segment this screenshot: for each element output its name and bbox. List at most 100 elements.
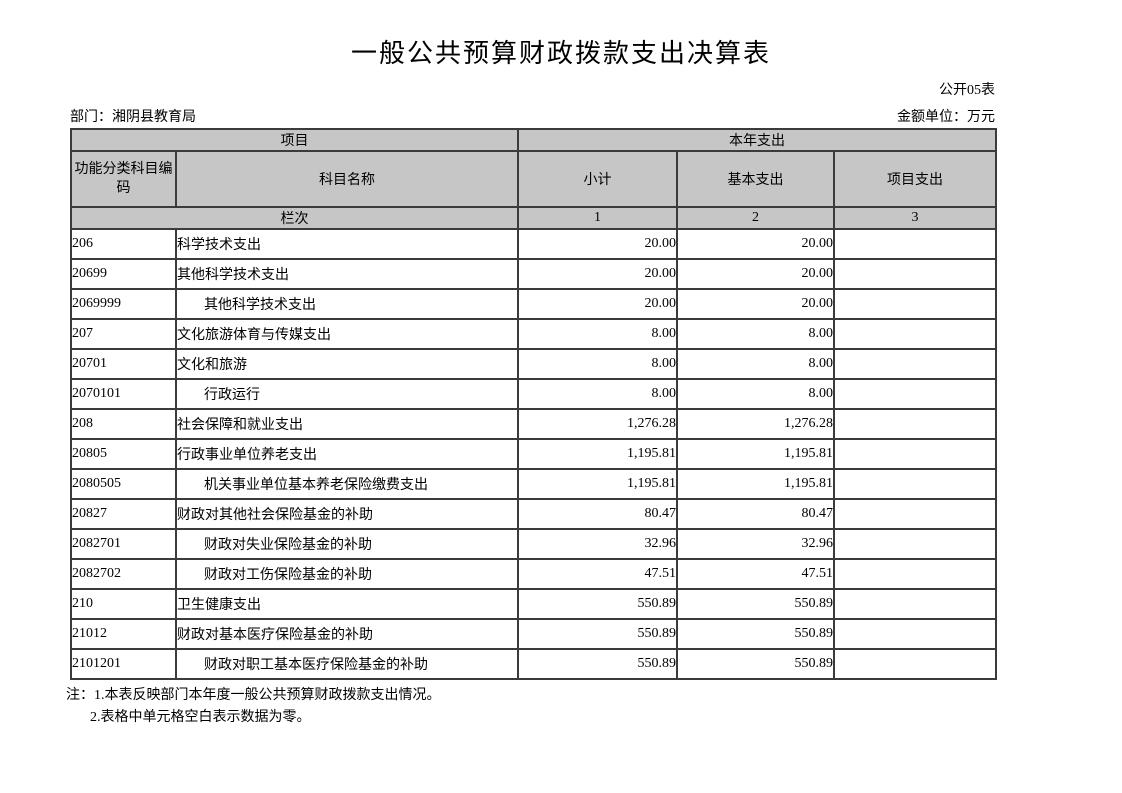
function-code-cell: 207 bbox=[70, 318, 177, 350]
table-row: 2082702 财政对工伤保险基金的补助 47.51 47.51 bbox=[70, 558, 998, 590]
project-expenditure-cell bbox=[832, 468, 998, 500]
function-code-cell: 21012 bbox=[70, 618, 177, 650]
project-expenditure-cell bbox=[832, 228, 998, 260]
subtotal-cell: 1,195.81 bbox=[517, 438, 678, 470]
subject-name-cell: 财政对职工基本医疗保险基金的补助 bbox=[175, 648, 519, 680]
header-function-code: 功能分类科目编码 bbox=[70, 150, 177, 208]
table-row: 207 文化旅游体育与传媒支出 8.00 8.00 bbox=[70, 318, 998, 350]
project-expenditure-cell bbox=[832, 348, 998, 380]
subject-name-cell: 行政事业单位养老支出 bbox=[175, 438, 519, 470]
basic-expenditure-cell: 550.89 bbox=[676, 588, 835, 620]
basic-expenditure-cell: 80.47 bbox=[676, 498, 835, 530]
project-expenditure-cell bbox=[832, 648, 998, 680]
header-basic-expenditure: 基本支出 bbox=[676, 150, 835, 208]
subtotal-cell: 550.89 bbox=[517, 618, 678, 650]
subject-name-cell: 文化和旅游 bbox=[175, 348, 519, 380]
subtotal-cell: 1,276.28 bbox=[517, 408, 678, 440]
table-row: 2069999 其他科学技术支出 20.00 20.00 bbox=[70, 288, 998, 320]
function-code-cell: 2101201 bbox=[70, 648, 177, 680]
subject-name-cell: 科学技术支出 bbox=[175, 228, 519, 260]
project-expenditure-cell bbox=[832, 288, 998, 320]
unit-label: 金额单位：万元 bbox=[897, 110, 995, 125]
project-expenditure-cell bbox=[832, 258, 998, 290]
basic-expenditure-cell: 1,195.81 bbox=[676, 438, 835, 470]
footnote-2: 2.表格中单元格空白表示数据为零。 bbox=[90, 710, 311, 725]
table-row: 2080505 机关事业单位基本养老保险缴费支出 1,195.81 1,195.81 bbox=[70, 468, 998, 500]
table-row: 2070101 行政运行 8.00 8.00 bbox=[70, 378, 998, 410]
subtotal-cell: 20.00 bbox=[517, 228, 678, 260]
table-row: 20827 财政对其他社会保险基金的补助 80.47 80.47 bbox=[70, 498, 998, 530]
subtotal-cell: 20.00 bbox=[517, 288, 678, 320]
subtotal-cell: 8.00 bbox=[517, 318, 678, 350]
budget-table: 项目 本年支出 功能分类科目编码 科目名称 小计 基本支出 项目支出 栏次 1 … bbox=[70, 128, 998, 680]
function-code-cell: 20701 bbox=[70, 348, 177, 380]
function-code-cell: 20805 bbox=[70, 438, 177, 470]
subtotal-cell: 550.89 bbox=[517, 588, 678, 620]
subject-name-cell: 社会保障和就业支出 bbox=[175, 408, 519, 440]
function-code-cell: 2070101 bbox=[70, 378, 177, 410]
subtotal-cell: 8.00 bbox=[517, 378, 678, 410]
footnotes: 注：1.本表反映部门本年度一般公共预算财政拨款支出情况。 2.表格中单元格空白表… bbox=[66, 685, 1122, 729]
table-row: 206 科学技术支出 20.00 20.00 bbox=[70, 228, 998, 260]
project-expenditure-cell bbox=[832, 588, 998, 620]
subject-name-cell: 财政对工伤保险基金的补助 bbox=[175, 558, 519, 590]
subtotal-cell: 32.96 bbox=[517, 528, 678, 560]
rank-label-cell: 栏次 bbox=[70, 206, 519, 230]
subject-name-cell: 财政对其他社会保险基金的补助 bbox=[175, 498, 519, 530]
basic-expenditure-cell: 47.51 bbox=[676, 558, 835, 590]
footnote-1: 注：1.本表反映部门本年度一般公共预算财政拨款支出情况。 bbox=[66, 688, 441, 703]
subject-name-cell: 财政对失业保险基金的补助 bbox=[175, 528, 519, 560]
table-row: 21012 财政对基本医疗保险基金的补助 550.89 550.89 bbox=[70, 618, 998, 650]
subtotal-cell: 20.00 bbox=[517, 258, 678, 290]
function-code-cell: 20827 bbox=[70, 498, 177, 530]
subtotal-cell: 1,195.81 bbox=[517, 468, 678, 500]
project-expenditure-cell bbox=[832, 558, 998, 590]
sheet-number-label: 公开05表 bbox=[939, 83, 995, 98]
basic-expenditure-cell: 20.00 bbox=[676, 228, 835, 260]
basic-expenditure-cell: 8.00 bbox=[676, 318, 835, 350]
header-subject-name: 科目名称 bbox=[175, 150, 519, 208]
project-expenditure-cell bbox=[832, 498, 998, 530]
project-expenditure-cell bbox=[832, 438, 998, 470]
table-row: 20701 文化和旅游 8.00 8.00 bbox=[70, 348, 998, 380]
basic-expenditure-cell: 1,276.28 bbox=[676, 408, 835, 440]
function-code-cell: 208 bbox=[70, 408, 177, 440]
subject-name-cell: 卫生健康支出 bbox=[175, 588, 519, 620]
basic-expenditure-cell: 8.00 bbox=[676, 378, 835, 410]
basic-expenditure-cell: 20.00 bbox=[676, 258, 835, 290]
rank-1-cell: 1 bbox=[517, 206, 678, 230]
header-subtotal: 小计 bbox=[517, 150, 678, 208]
subject-name-cell: 机关事业单位基本养老保险缴费支出 bbox=[175, 468, 519, 500]
table-row: 2101201 财政对职工基本医疗保险基金的补助 550.89 550.89 bbox=[70, 648, 998, 680]
table-row: 210 卫生健康支出 550.89 550.89 bbox=[70, 588, 998, 620]
subtotal-cell: 80.47 bbox=[517, 498, 678, 530]
header-project-group: 项目 bbox=[70, 128, 519, 152]
function-code-cell: 2080505 bbox=[70, 468, 177, 500]
function-code-cell: 2082701 bbox=[70, 528, 177, 560]
table-body: 206 科学技术支出 20.00 20.00 20699 其他科学技术支出 20.00 20.… bbox=[70, 228, 998, 680]
basic-expenditure-cell: 32.96 bbox=[676, 528, 835, 560]
subject-name-cell: 财政对基本医疗保险基金的补助 bbox=[175, 618, 519, 650]
header-current-year-group: 本年支出 bbox=[516, 128, 998, 152]
table-row: 20805 行政事业单位养老支出 1,195.81 1,195.81 bbox=[70, 438, 998, 470]
subject-name-cell: 其他科学技术支出 bbox=[175, 288, 519, 320]
rank-2-cell: 2 bbox=[676, 206, 835, 230]
function-code-cell: 2082702 bbox=[70, 558, 177, 590]
table-row: 20699 其他科学技术支出 20.00 20.00 bbox=[70, 258, 998, 290]
project-expenditure-cell bbox=[832, 618, 998, 650]
page-title: 一般公共预算财政拨款支出决算表 bbox=[350, 39, 771, 68]
function-code-cell: 2069999 bbox=[70, 288, 177, 320]
subtotal-cell: 550.89 bbox=[517, 648, 678, 680]
basic-expenditure-cell: 20.00 bbox=[676, 288, 835, 320]
subject-name-cell: 行政运行 bbox=[175, 378, 519, 410]
function-code-cell: 210 bbox=[70, 588, 177, 620]
subject-name-cell: 文化旅游体育与传媒支出 bbox=[175, 318, 519, 350]
project-expenditure-cell bbox=[832, 378, 998, 410]
subtotal-cell: 47.51 bbox=[517, 558, 678, 590]
rank-3-cell: 3 bbox=[832, 206, 998, 230]
table-row: 2082701 财政对失业保险基金的补助 32.96 32.96 bbox=[70, 528, 998, 560]
department-label: 部门：湘阴县教育局 bbox=[70, 110, 196, 125]
project-expenditure-cell bbox=[832, 318, 998, 350]
basic-expenditure-cell: 8.00 bbox=[676, 348, 835, 380]
